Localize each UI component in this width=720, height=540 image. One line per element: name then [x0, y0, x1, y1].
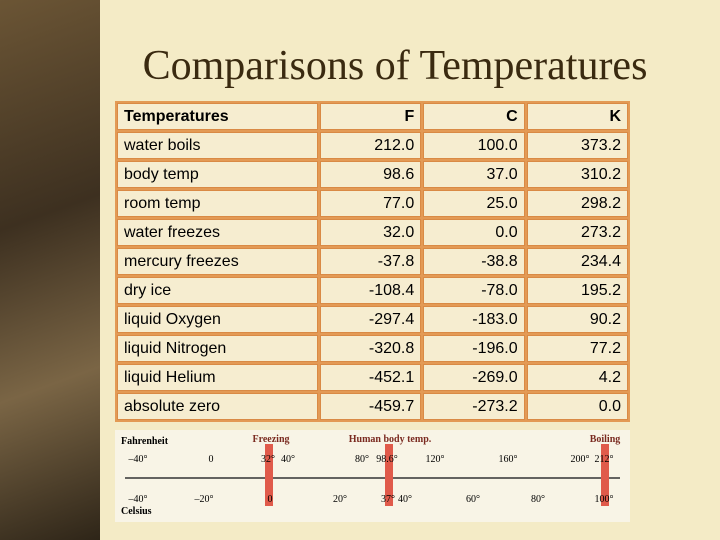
fahrenheit-tick: 0 — [209, 454, 214, 465]
table-row: liquid Helium -452.1 -269.0 4.2 — [117, 364, 628, 391]
table-cell: -273.2 — [423, 393, 525, 420]
table-cell: dry ice — [117, 277, 318, 304]
table-cell: Temperatures — [117, 103, 318, 130]
fahrenheit-tick: 32° — [261, 454, 275, 465]
fahrenheit-tick: 120° — [426, 454, 445, 465]
table-cell: 234.4 — [526, 248, 628, 275]
table-cell: liquid Nitrogen — [117, 335, 318, 362]
table-cell: -196.0 — [423, 335, 525, 362]
celsius-tick: 20° — [333, 494, 347, 505]
table-cell: absolute zero — [117, 393, 318, 420]
table-cell: K — [526, 103, 628, 130]
table-cell: 0.0 — [423, 219, 525, 246]
fahrenheit-tick: 98.6° — [376, 454, 398, 465]
fahrenheit-tick: 212° — [595, 454, 614, 465]
table-cell: 77.2 — [526, 335, 628, 362]
table-row: liquid Oxygen -297.4 -183.0 90.2 — [117, 306, 628, 333]
table-row: water boils 212.0 100.0 373.2 — [117, 132, 628, 159]
table-cell: 98.6 — [319, 161, 422, 188]
fahrenheit-tick: 40° — [281, 454, 295, 465]
table-cell: -37.8 — [319, 248, 422, 275]
table-row: dry ice -108.4 -78.0 195.2 — [117, 277, 628, 304]
marker-label: Human body temp. — [349, 434, 432, 445]
fahrenheit-tick: 80° — [355, 454, 369, 465]
table-cell: 373.2 — [526, 132, 628, 159]
table-cell: -78.0 — [423, 277, 525, 304]
celsius-tick: 0 — [268, 494, 273, 505]
table-cell: 273.2 — [526, 219, 628, 246]
table-row: absolute zero -459.7 -273.2 0.0 — [117, 393, 628, 420]
table-cell: -459.7 — [319, 393, 422, 420]
table-cell: water boils — [117, 132, 318, 159]
title: Comparisons of Temperatures — [142, 43, 648, 89]
table-cell: room temp — [117, 190, 318, 217]
table-cell: F — [319, 103, 422, 130]
table-cell: 90.2 — [526, 306, 628, 333]
table-cell: 32.0 — [319, 219, 422, 246]
celsius-tick: –40° — [128, 494, 148, 505]
table-cell: -38.8 — [423, 248, 525, 275]
table-cell: 310.2 — [526, 161, 628, 188]
table-cell: -297.4 — [319, 306, 422, 333]
table-cell: 195.2 — [526, 277, 628, 304]
fahrenheit-tick: 200° — [571, 454, 590, 465]
table-cell: 77.0 — [319, 190, 422, 217]
table-cell: 212.0 — [319, 132, 422, 159]
table-row: liquid Nitrogen -320.8 -196.0 77.2 — [117, 335, 628, 362]
table-row: Temperatures F C K — [117, 103, 628, 130]
table-row: water freezes 32.0 0.0 273.2 — [117, 219, 628, 246]
fahrenheit-tick: –40° — [128, 454, 148, 465]
thermometer-scale: Fahrenheit Celsius Freezing Human body te… — [115, 430, 630, 522]
celsius-tick: 80° — [531, 494, 545, 505]
table-cell: liquid Oxygen — [117, 306, 318, 333]
table-cell: 298.2 — [526, 190, 628, 217]
fahrenheit-tick: 160° — [499, 454, 518, 465]
table-row: room temp 77.0 25.0 298.2 — [117, 190, 628, 217]
table-cell: 4.2 — [526, 364, 628, 391]
table-cell: mercury freezes — [117, 248, 318, 275]
celsius-tick: 60° — [466, 494, 480, 505]
celsius-tick: 40° — [398, 494, 412, 505]
table-cell: -108.4 — [319, 277, 422, 304]
table-cell: liquid Helium — [117, 364, 318, 391]
table-cell: water freezes — [117, 219, 318, 246]
table-cell: 100.0 — [423, 132, 525, 159]
table-cell: C — [423, 103, 525, 130]
scale-label: Fahrenheit — [121, 436, 169, 447]
decorative-strip — [0, 0, 100, 540]
table-cell: 0.0 — [526, 393, 628, 420]
marker-label: Boiling — [590, 434, 621, 445]
table-row: mercury freezes -37.8 -38.8 234.4 — [117, 248, 628, 275]
table-cell: -269.0 — [423, 364, 525, 391]
table-cell: body temp — [117, 161, 318, 188]
table-cell: -320.8 — [319, 335, 422, 362]
celsius-tick: –20° — [194, 494, 214, 505]
celsius-tick: 37° — [381, 494, 395, 505]
table-cell: -183.0 — [423, 306, 525, 333]
scale-label: Celsius — [121, 506, 152, 517]
table-row: body temp 98.6 37.0 310.2 — [117, 161, 628, 188]
marker-label: Freezing — [252, 434, 289, 445]
table-cell: 25.0 — [423, 190, 525, 217]
table-cell: 37.0 — [423, 161, 525, 188]
table-cell: -452.1 — [319, 364, 422, 391]
celsius-tick: 100° — [595, 494, 614, 505]
